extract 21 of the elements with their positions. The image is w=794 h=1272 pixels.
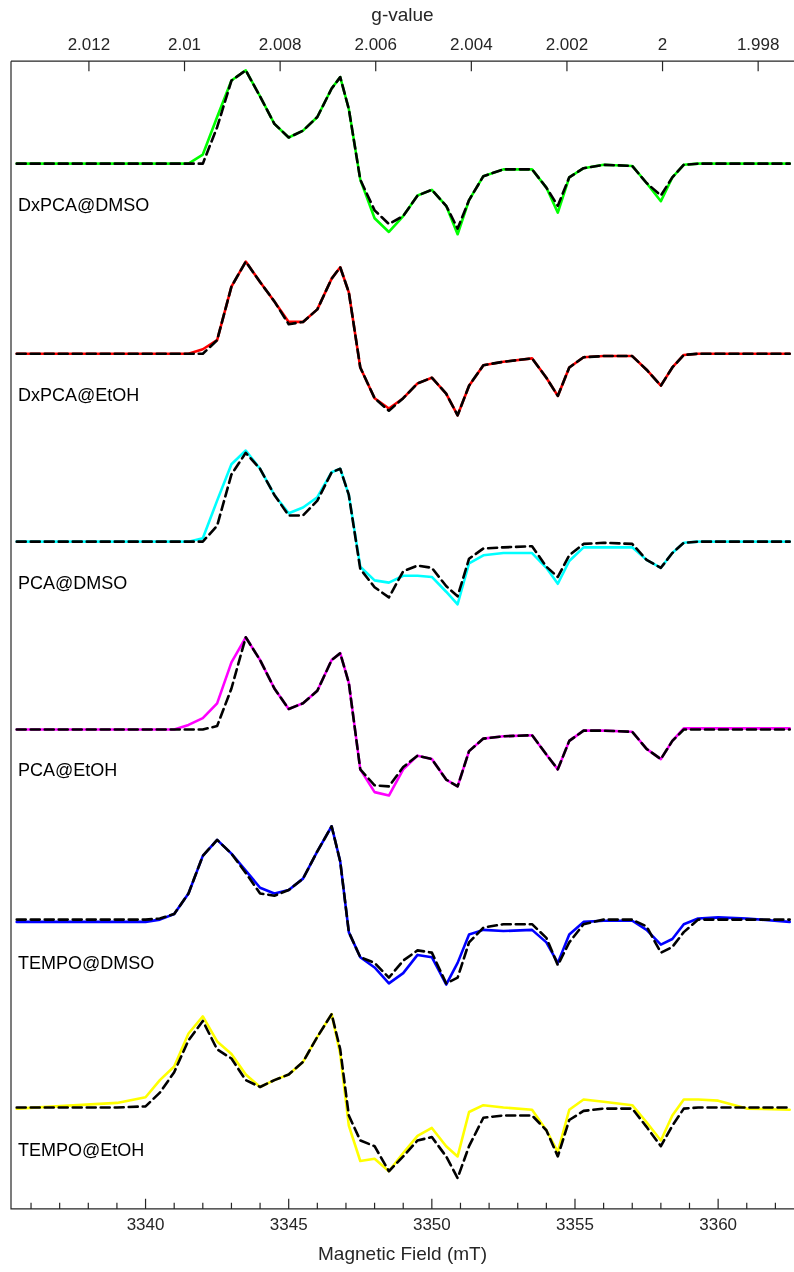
x2-tick-label: 2.004 bbox=[450, 34, 493, 54]
x-tick-label: 3350 bbox=[412, 1214, 451, 1234]
x-tick-label: 3360 bbox=[699, 1214, 738, 1234]
x-axis-title: Magnetic Field (mT) bbox=[318, 1242, 487, 1264]
x2-tick-label: 2.002 bbox=[545, 34, 589, 54]
x2-tick-label: 2.01 bbox=[167, 34, 202, 54]
x2-tick-label: 2.006 bbox=[354, 34, 397, 54]
x2-axis-title: g-value bbox=[371, 3, 434, 25]
x2-tick-label: 2.008 bbox=[258, 34, 302, 54]
x-tick-label: 3345 bbox=[269, 1214, 308, 1234]
series-label: DxPCA@EtOH bbox=[18, 384, 140, 405]
series-label: PCA@EtOH bbox=[18, 760, 118, 781]
x2-tick-label: 2.012 bbox=[67, 34, 111, 54]
x2-tick-label: 1.998 bbox=[736, 34, 780, 54]
series-label: PCA@DMSO bbox=[18, 572, 128, 593]
x2-tick-label: 2 bbox=[657, 34, 668, 54]
series-label: DxPCA@DMSO bbox=[18, 194, 150, 215]
x-tick-label: 3340 bbox=[126, 1214, 165, 1234]
series-label: TEMPO@DMSO bbox=[18, 952, 155, 973]
series-label: TEMPO@EtOH bbox=[18, 1139, 145, 1160]
x-tick-label: 3355 bbox=[556, 1214, 594, 1234]
